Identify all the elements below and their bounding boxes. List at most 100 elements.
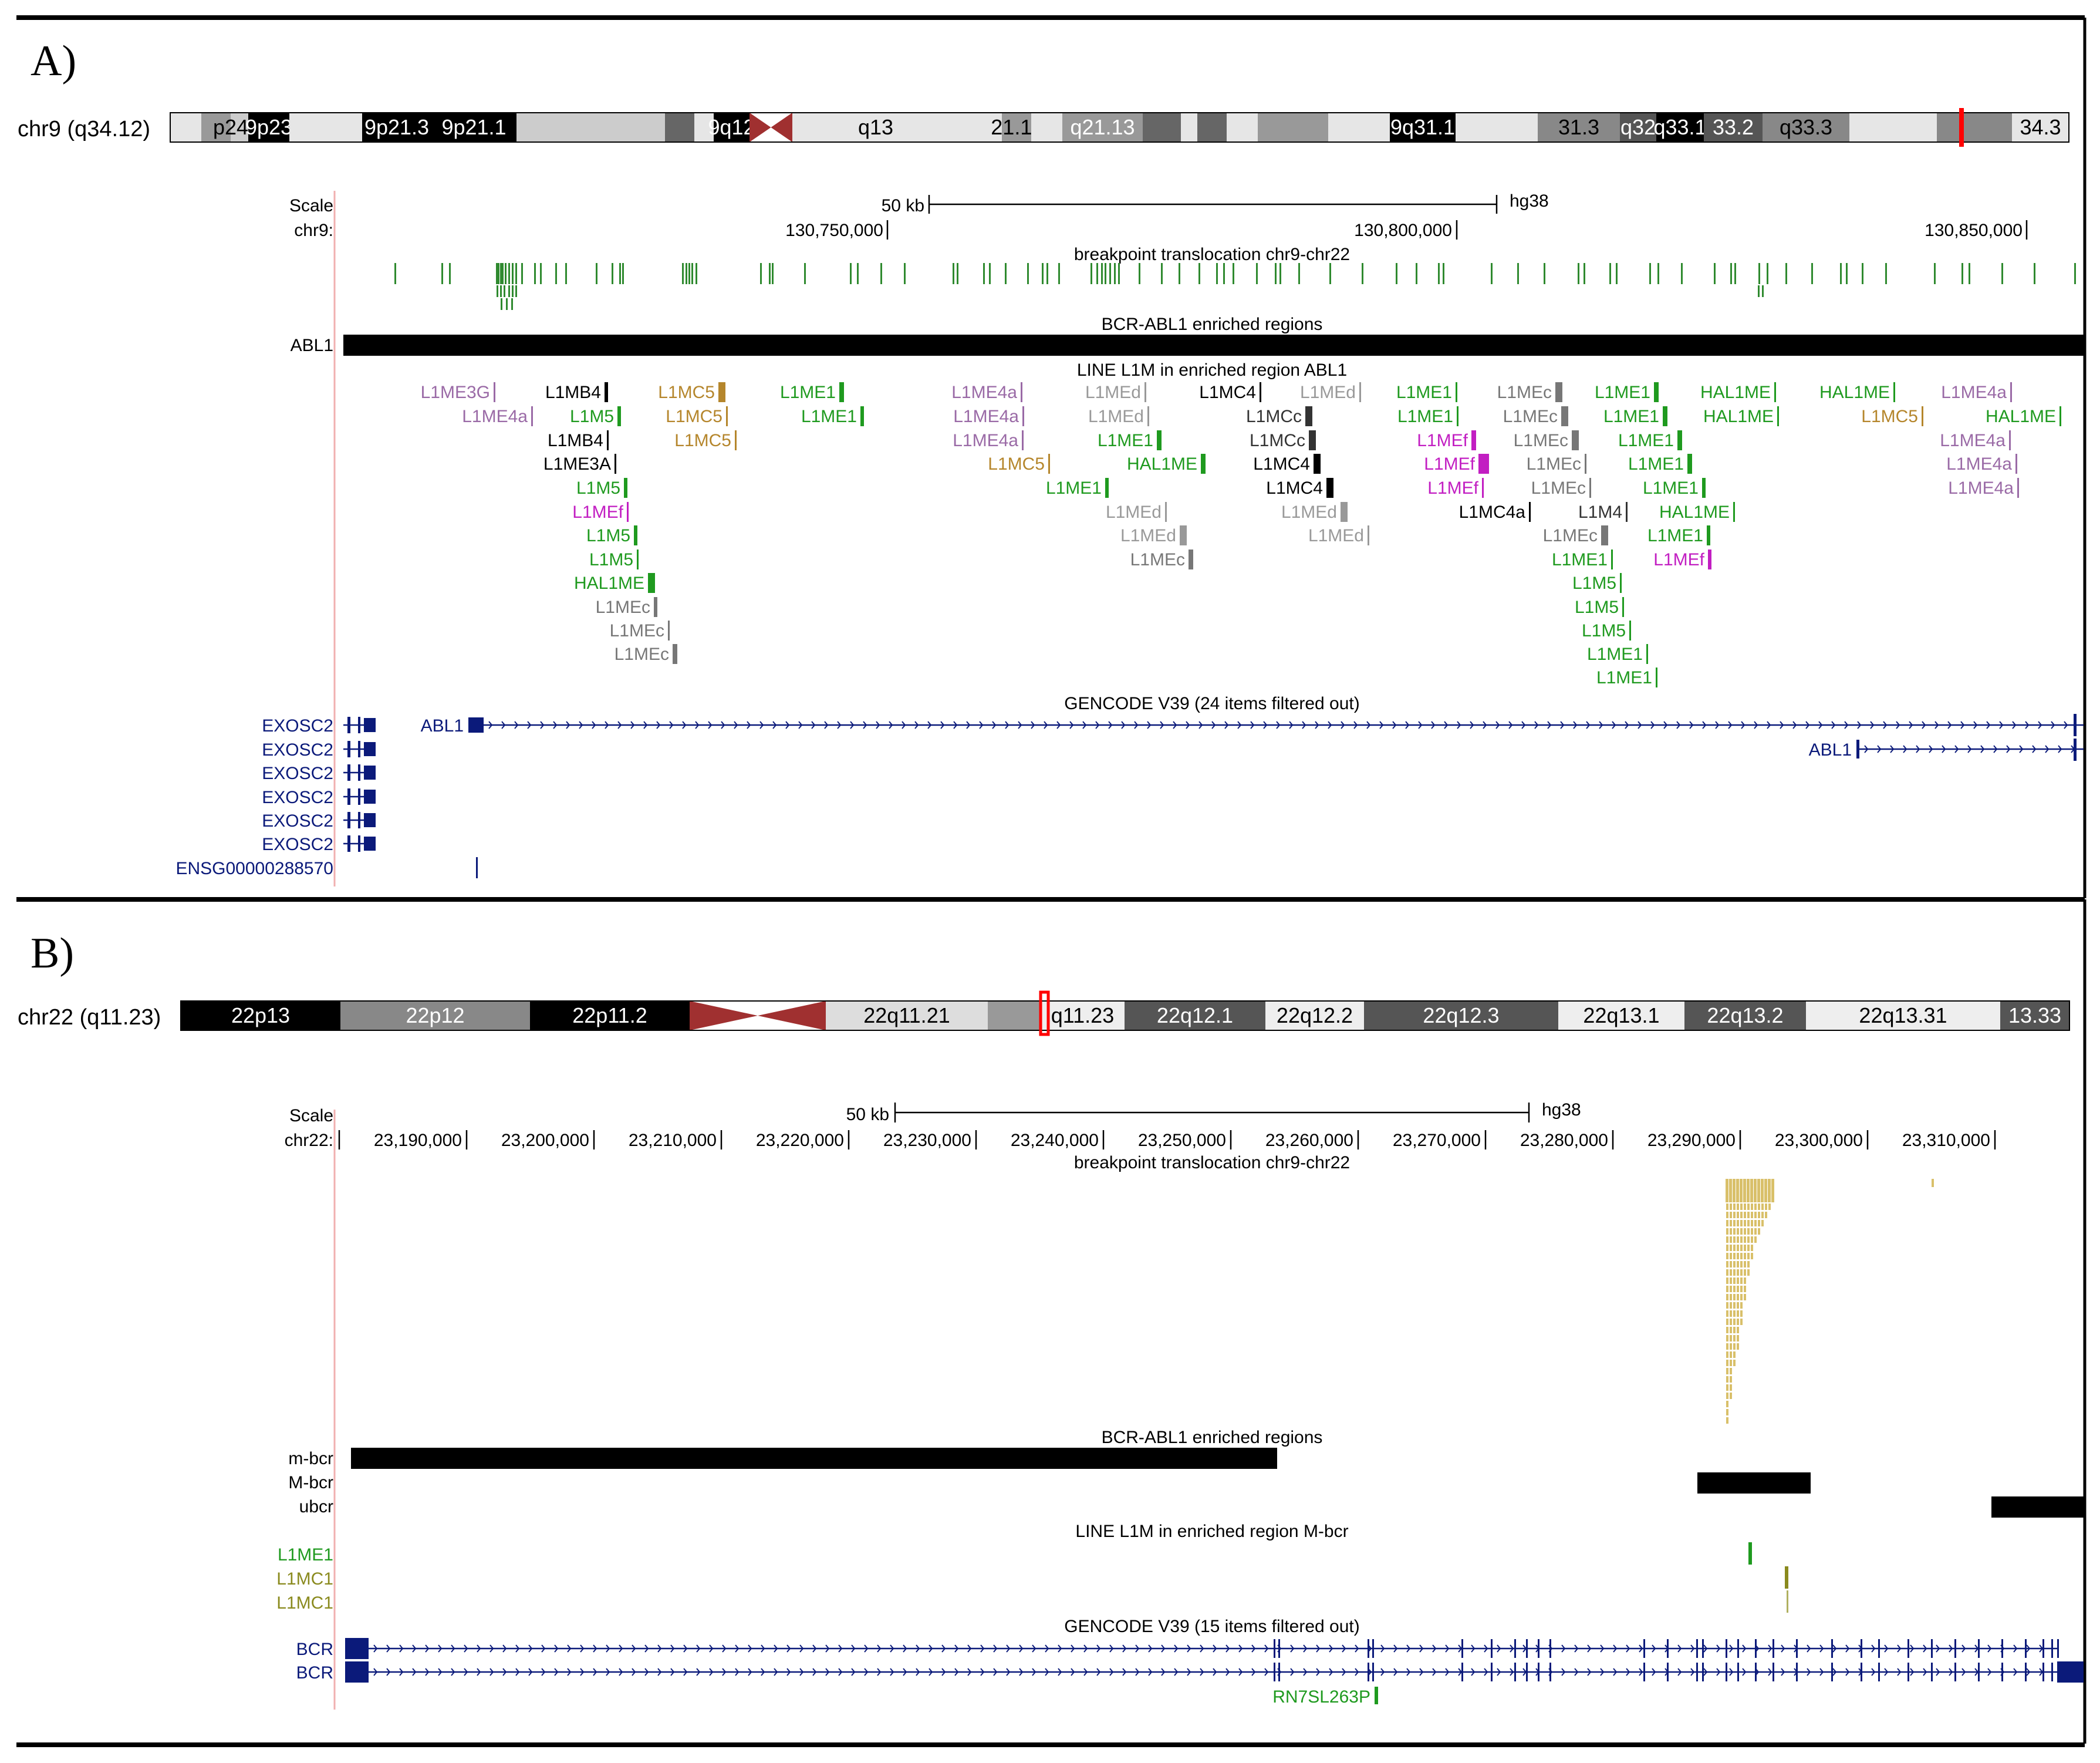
repeat-element-mark <box>1359 382 1361 402</box>
breakpoint-tick <box>682 263 684 284</box>
breakpoint-tick <box>1733 1204 1736 1210</box>
repeat-element-label: L1M5 <box>576 478 620 498</box>
repeat-element-mark <box>1260 382 1261 402</box>
exosc2-exon <box>358 835 360 852</box>
repeat-element-label: L1MC4 <box>1253 454 1310 474</box>
repeat-element-mark <box>1048 454 1050 474</box>
breakpoint-tick <box>512 285 514 297</box>
l1mc1-mark <box>1787 1590 1788 1613</box>
repeat-element-mark <box>1309 430 1316 450</box>
breakpoint-tick <box>1751 1228 1753 1235</box>
breakpoint-tick <box>1733 1286 1736 1292</box>
ideogram-band <box>340 1001 530 1030</box>
breakpoint-tick <box>1768 1179 1771 1202</box>
breakpoint-tick <box>1744 1294 1746 1300</box>
repeat-element-mark <box>668 621 670 641</box>
breakpoint-tick <box>1726 1335 1728 1341</box>
breakpoint-tick <box>1256 263 1258 284</box>
breakpoint-tick <box>1730 1228 1732 1235</box>
ideogram-band <box>1620 113 1656 142</box>
breakpoint-tick <box>1090 263 1092 284</box>
bcr-exon <box>1978 1663 1980 1681</box>
repeat-element-label: L1ME4a <box>953 407 1019 426</box>
breakpoint-tick <box>1932 1179 1934 1187</box>
bcr-exon <box>2001 1639 2003 1658</box>
breakpoint-tick <box>1730 1302 1732 1309</box>
breakpoint-tick <box>1733 1360 1736 1366</box>
repeat-element-mark <box>1702 478 1706 498</box>
exosc2-exon <box>358 764 360 781</box>
repeat-element-label: L1MEc <box>1527 454 1581 474</box>
repeat-element-label: L1M5 <box>570 407 614 426</box>
repeat-element-mark <box>531 406 533 426</box>
exosc2-exon <box>347 764 350 781</box>
panel-a-tick-label: 130,750,000 <box>785 221 883 240</box>
panel-b-tick-label: 23,220,000 <box>756 1131 844 1150</box>
breakpoint-tick <box>1744 1220 1746 1226</box>
panel-b-gencode-title: GENCODE V39 (15 items filtered out) <box>1064 1617 1360 1636</box>
panel-b-tick-label: 23,300,000 <box>1775 1131 1863 1150</box>
breakpoint-tick <box>500 285 502 297</box>
breakpoint-tick <box>1730 1360 1732 1366</box>
breakpoint-tick <box>1744 1212 1746 1218</box>
repeat-element-label: L1MC4 <box>1266 478 1323 498</box>
bcr-exon <box>1372 1663 1374 1681</box>
panel-b: B) chr22 (q11.23) 22p13 22p12 22p11.2 22q11… <box>18 929 2084 1710</box>
gene-label-exosc2: EXOSC2 <box>262 740 333 760</box>
ideogram-band-label: 22q12.3 <box>1423 1003 1499 1027</box>
repeat-element-label: L1MC5 <box>658 383 715 402</box>
repeat-element-label: L1M5 <box>586 526 630 545</box>
ideogram-band <box>1227 113 1258 142</box>
breakpoint-tick <box>1730 1286 1732 1292</box>
breakpoint-tick <box>565 263 567 284</box>
bcr-exon <box>2025 1639 2027 1658</box>
repeat-element-label: L1ME1 <box>1643 478 1699 498</box>
breakpoint-tick <box>1733 1327 1736 1333</box>
breakpoint-tick <box>1744 1228 1746 1235</box>
breakpoint-tick <box>953 263 954 284</box>
repeat-element-mark <box>1157 430 1162 450</box>
bcr-exon <box>1491 1639 1493 1658</box>
ideogram-band <box>694 113 714 142</box>
bcr-exon <box>2025 1663 2027 1681</box>
gene-label-exosc2: EXOSC2 <box>262 788 333 807</box>
breakpoint-tick <box>1744 1286 1746 1292</box>
panel-a-enriched-label: ABL1 <box>291 336 333 355</box>
gene-label-exosc2: EXOSC2 <box>262 835 333 854</box>
centromere-q-arm <box>771 113 792 142</box>
ideogram-band <box>1181 113 1197 142</box>
breakpoint-tick <box>1751 1245 1753 1251</box>
ideogram-band <box>1125 1001 1265 1030</box>
panel-a-assembly: hg38 <box>1510 191 1549 211</box>
ideogram-band <box>1062 113 1143 142</box>
repeat-element-label: L1MC5 <box>1861 407 1918 426</box>
breakpoint-tick <box>1730 1393 1732 1399</box>
panel-a-label: A) <box>31 37 76 85</box>
panel-b-scale-size: 50 kb <box>846 1105 889 1124</box>
repeat-element-label: L1MEd <box>1085 383 1141 402</box>
breakpoint-tick <box>1733 1277 1736 1284</box>
bcr-exon <box>1461 1639 1463 1658</box>
ideogram-band <box>1197 113 1227 142</box>
repeat-element-label: HAL1ME <box>1819 383 1890 402</box>
repeat-element-label: L1MEf <box>1427 478 1478 498</box>
breakpoint-tick <box>804 263 806 284</box>
bcr-exon <box>1954 1663 1956 1681</box>
repeat-element-label: L1MEc <box>1497 383 1552 402</box>
abl1-exon <box>1856 740 1859 759</box>
breakpoint-tick <box>1740 1212 1743 1218</box>
repeat-element-label: L1MCc <box>1246 407 1302 426</box>
bcr-exon <box>1772 1663 1774 1681</box>
breakpoint-tick <box>1737 1319 1739 1325</box>
breakpoint-tick <box>1058 263 1060 284</box>
breakpoint-tick <box>512 263 514 284</box>
breakpoint-tick <box>2001 263 2003 284</box>
repeat-element-label: L1ME1 <box>1647 526 1703 545</box>
repeat-element-label: L1ME3A <box>543 454 611 474</box>
ideogram-band-label: 9p21.3 <box>364 115 429 139</box>
panel-a-tick-label: 130,800,000 <box>1354 221 1452 240</box>
repeat-element-mark <box>860 406 864 426</box>
M-bcr-region <box>1697 1472 1811 1494</box>
bcr-exon <box>1372 1639 1374 1658</box>
